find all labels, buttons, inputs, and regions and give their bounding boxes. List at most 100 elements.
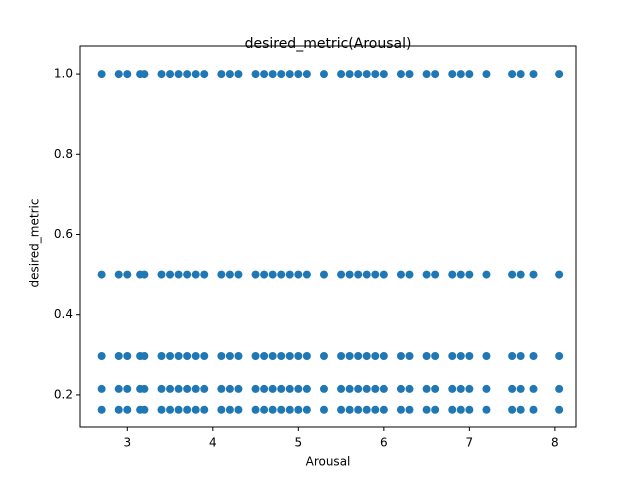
y-tick-label: 0.6 xyxy=(54,227,73,241)
point xyxy=(251,405,260,414)
point xyxy=(123,352,132,361)
point xyxy=(362,384,371,393)
point xyxy=(200,352,209,361)
point xyxy=(183,352,192,361)
point xyxy=(200,405,209,414)
point xyxy=(456,384,465,393)
point xyxy=(217,70,226,79)
point xyxy=(251,270,260,279)
point xyxy=(251,384,260,393)
point xyxy=(371,352,380,361)
point xyxy=(157,384,166,393)
point xyxy=(516,405,525,414)
point xyxy=(200,384,209,393)
point xyxy=(260,405,269,414)
point xyxy=(362,405,371,414)
point xyxy=(354,352,363,361)
point xyxy=(422,352,431,361)
point xyxy=(555,70,564,79)
point xyxy=(362,70,371,79)
point xyxy=(405,352,414,361)
y-tick-label: 0.2 xyxy=(54,387,73,401)
point xyxy=(114,384,123,393)
point xyxy=(465,352,474,361)
point xyxy=(337,70,346,79)
point xyxy=(529,352,538,361)
point xyxy=(405,70,414,79)
point xyxy=(191,70,200,79)
point xyxy=(217,352,226,361)
point xyxy=(302,384,311,393)
point xyxy=(174,70,183,79)
point xyxy=(337,384,346,393)
point xyxy=(529,70,538,79)
point xyxy=(285,270,294,279)
point xyxy=(508,352,517,361)
point xyxy=(123,270,132,279)
point xyxy=(465,405,474,414)
point xyxy=(251,352,260,361)
point xyxy=(405,270,414,279)
point xyxy=(431,70,440,79)
point xyxy=(448,270,457,279)
point xyxy=(529,405,538,414)
point xyxy=(166,270,175,279)
point xyxy=(516,384,525,393)
point xyxy=(191,270,200,279)
point xyxy=(319,352,328,361)
point xyxy=(319,270,328,279)
x-axis-label: Arousal xyxy=(306,455,351,469)
point xyxy=(319,70,328,79)
point xyxy=(337,352,346,361)
point xyxy=(379,270,388,279)
point xyxy=(555,405,564,414)
point xyxy=(396,352,405,361)
point xyxy=(431,352,440,361)
point xyxy=(285,70,294,79)
point xyxy=(456,70,465,79)
point xyxy=(234,384,243,393)
point xyxy=(362,352,371,361)
point xyxy=(260,384,269,393)
point xyxy=(251,70,260,79)
point xyxy=(268,352,277,361)
point xyxy=(97,352,106,361)
point xyxy=(362,270,371,279)
point xyxy=(354,405,363,414)
point xyxy=(345,352,354,361)
x-tick-label: 7 xyxy=(466,436,474,450)
point xyxy=(200,70,209,79)
point xyxy=(508,270,517,279)
plot-frame xyxy=(79,45,577,428)
point xyxy=(555,384,564,393)
point xyxy=(268,384,277,393)
point xyxy=(217,270,226,279)
point xyxy=(422,405,431,414)
point xyxy=(285,352,294,361)
point xyxy=(337,405,346,414)
point xyxy=(97,384,106,393)
point xyxy=(379,70,388,79)
point xyxy=(140,352,149,361)
point xyxy=(302,352,311,361)
point xyxy=(405,384,414,393)
point xyxy=(396,70,405,79)
point xyxy=(529,270,538,279)
point xyxy=(422,70,431,79)
point xyxy=(516,70,525,79)
point xyxy=(114,70,123,79)
point xyxy=(277,270,286,279)
point xyxy=(371,70,380,79)
point xyxy=(123,70,132,79)
point xyxy=(157,352,166,361)
point xyxy=(431,384,440,393)
point xyxy=(422,270,431,279)
point xyxy=(234,270,243,279)
point xyxy=(174,352,183,361)
point xyxy=(140,384,149,393)
point xyxy=(191,384,200,393)
point xyxy=(123,384,132,393)
point xyxy=(302,70,311,79)
point xyxy=(260,270,269,279)
point xyxy=(294,352,303,361)
